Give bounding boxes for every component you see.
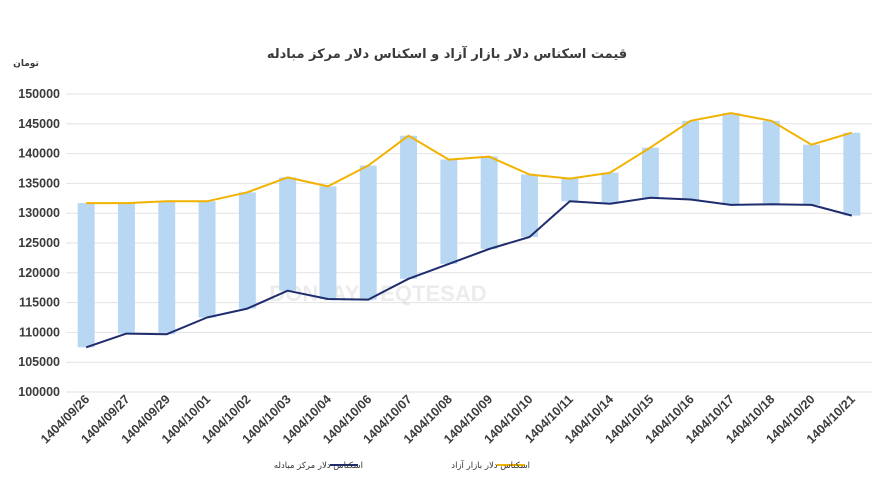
range-bar [762, 120, 780, 205]
y-axis-ticks: 100000 105000 110000 115000 120000 125000 1300… [18, 87, 60, 399]
range-bar [682, 120, 700, 200]
y-tick-label: 140000 [18, 147, 60, 161]
legend-label-exchange-center: اسکناس دلار مرکز مبادله [274, 461, 363, 471]
y-tick-label: 130000 [18, 206, 60, 220]
y-tick-label: 105000 [18, 355, 60, 369]
range-bar [440, 159, 458, 264]
range-bar [520, 174, 538, 238]
y-tick-label: 145000 [18, 117, 60, 131]
range-bar [279, 177, 297, 291]
y-axis-unit: تومان [13, 59, 39, 69]
series-line-free-market [86, 112, 853, 205]
y-tick-label: 135000 [18, 176, 60, 190]
range-bar [722, 113, 740, 205]
legend-label-free-market: اسکناس دلار بازار آزاد [451, 459, 530, 471]
y-tick-label: 100000 [18, 385, 60, 399]
range-bar [843, 132, 861, 216]
range-bar [400, 135, 418, 279]
range-bar [803, 144, 821, 205]
range-bar [641, 147, 659, 198]
series-line-exchange-center [85, 196, 853, 349]
range-bar [319, 186, 337, 300]
range-bar [238, 192, 256, 309]
range-bar [77, 203, 95, 348]
range-bar [561, 178, 579, 202]
range-bar [601, 172, 619, 204]
x-axis-ticks: 1404/09/261404/09/271404/09/291404/10/01… [38, 392, 858, 446]
range-bar [359, 165, 377, 300]
legend: اسکناس دلار بازار آزاد اسکناس دلار مرکز … [274, 459, 530, 471]
y-tick-label: 120000 [18, 266, 60, 280]
y-tick-label: 150000 [18, 87, 60, 101]
series-lines [85, 112, 853, 349]
chart-title: قیمت اسکناس دلار بازار آزاد و اسکناس دلا… [267, 45, 627, 62]
range-bar [158, 201, 176, 335]
y-tick-label: 125000 [18, 236, 60, 250]
range-bar [480, 156, 498, 249]
y-tick-label: 115000 [19, 296, 60, 310]
grid [66, 93, 872, 393]
range-bar [117, 203, 135, 334]
bands [77, 113, 861, 348]
range-bar [198, 201, 216, 318]
y-tick-label: 110000 [19, 325, 60, 339]
